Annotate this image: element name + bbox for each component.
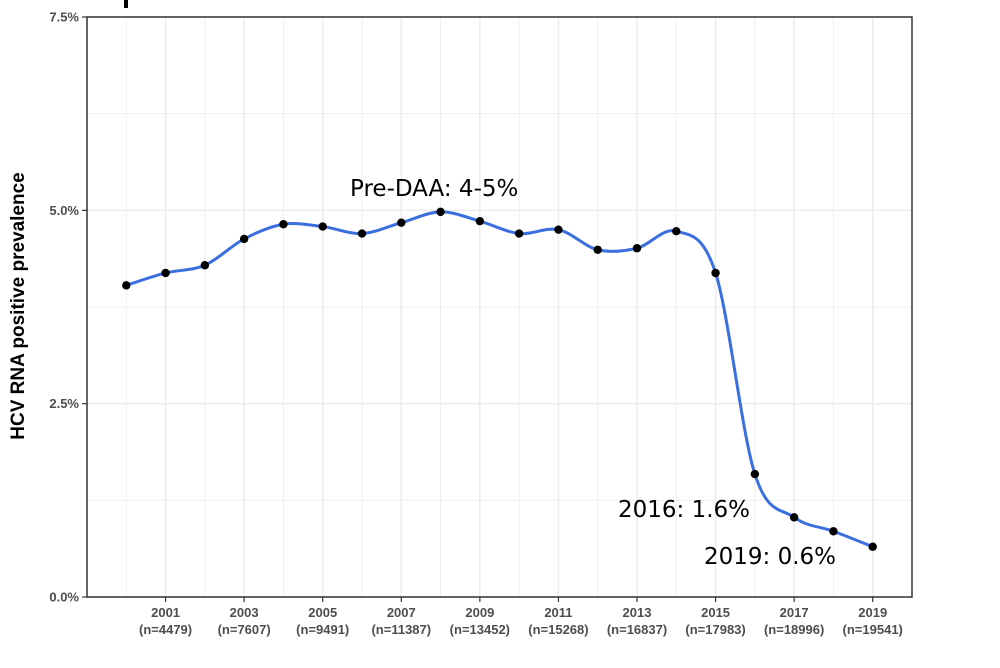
data-point: [554, 225, 563, 234]
x-tick-label-year: 2001: [151, 605, 180, 620]
x-tick-label-year: 2005: [308, 605, 337, 620]
series-line-layer: [124, 210, 875, 549]
y-tick-label: 7.5%: [49, 10, 79, 25]
x-tick-label-year: 2009: [465, 605, 494, 620]
data-point: [789, 513, 799, 522]
data-point: [397, 218, 406, 227]
annotation-2019: 2019: 0.6%: [704, 544, 836, 570]
x-tick-label-n: (n=7607): [218, 622, 271, 637]
x-tick-label-n: (n=19541): [843, 622, 903, 637]
data-point: [672, 227, 681, 236]
series-line: [124, 210, 875, 549]
data-point: [122, 281, 131, 290]
data-point: [750, 469, 760, 479]
x-tick-label-n: (n=18996): [764, 622, 824, 637]
y-axis-label: HCV RNA positive prevalence: [8, 172, 29, 440]
x-tick-label-year: 2015: [701, 605, 730, 620]
x-tick-label-n: (n=16837): [607, 622, 667, 637]
x-tick-label-n: (n=15268): [528, 622, 588, 637]
x-tick-label-year: 2011: [544, 605, 572, 620]
data-point: [475, 216, 485, 226]
grid-lines: [87, 16, 912, 598]
annotation-pre-daa: Pre-DAA: 4-5%: [350, 176, 518, 202]
x-tick-label-year: 2019: [858, 605, 887, 620]
data-point: [829, 527, 838, 536]
x-tick-label-n: (n=17983): [685, 622, 745, 637]
x-axis: 2001 (n=4479) 2003 (n=7607) 2005 (n=9491) 2007…: [139, 597, 903, 637]
data-point: [279, 220, 288, 229]
data-point: [593, 245, 602, 254]
data-point: [711, 268, 720, 278]
y-tick-label: 2.5%: [49, 396, 79, 411]
data-point: [239, 234, 249, 244]
x-tick-label-year: 2017: [780, 605, 809, 620]
data-point: [161, 268, 170, 278]
x-tick-label-year: 2007: [387, 605, 416, 620]
x-tick-label-n: (n=4479): [139, 622, 192, 637]
data-point: [318, 222, 327, 231]
panel-border: [86, 16, 913, 598]
x-tick-label-n: (n=11387): [371, 622, 431, 637]
data-point: [357, 229, 367, 238]
x-tick-label-year: 2003: [230, 605, 259, 620]
data-point: [436, 207, 445, 217]
x-tick-label-n: (n=13452): [450, 622, 510, 637]
clipped-panel-label-fragment: [124, 0, 128, 8]
y-tick-label: 0.0%: [49, 590, 79, 605]
x-tick-label-n: (n=9491): [296, 622, 349, 637]
data-points: [122, 207, 877, 551]
data-point: [868, 542, 877, 551]
data-point: [514, 229, 524, 238]
x-tick-label-year: 2013: [623, 605, 652, 620]
data-point: [632, 244, 642, 253]
y-tick-label: 5.0%: [49, 203, 79, 218]
data-point: [200, 261, 210, 270]
annotation-2016: 2016: 1.6%: [618, 497, 750, 523]
y-axis: 0.0% 2.5% 5.0% 7.5%: [49, 10, 87, 605]
